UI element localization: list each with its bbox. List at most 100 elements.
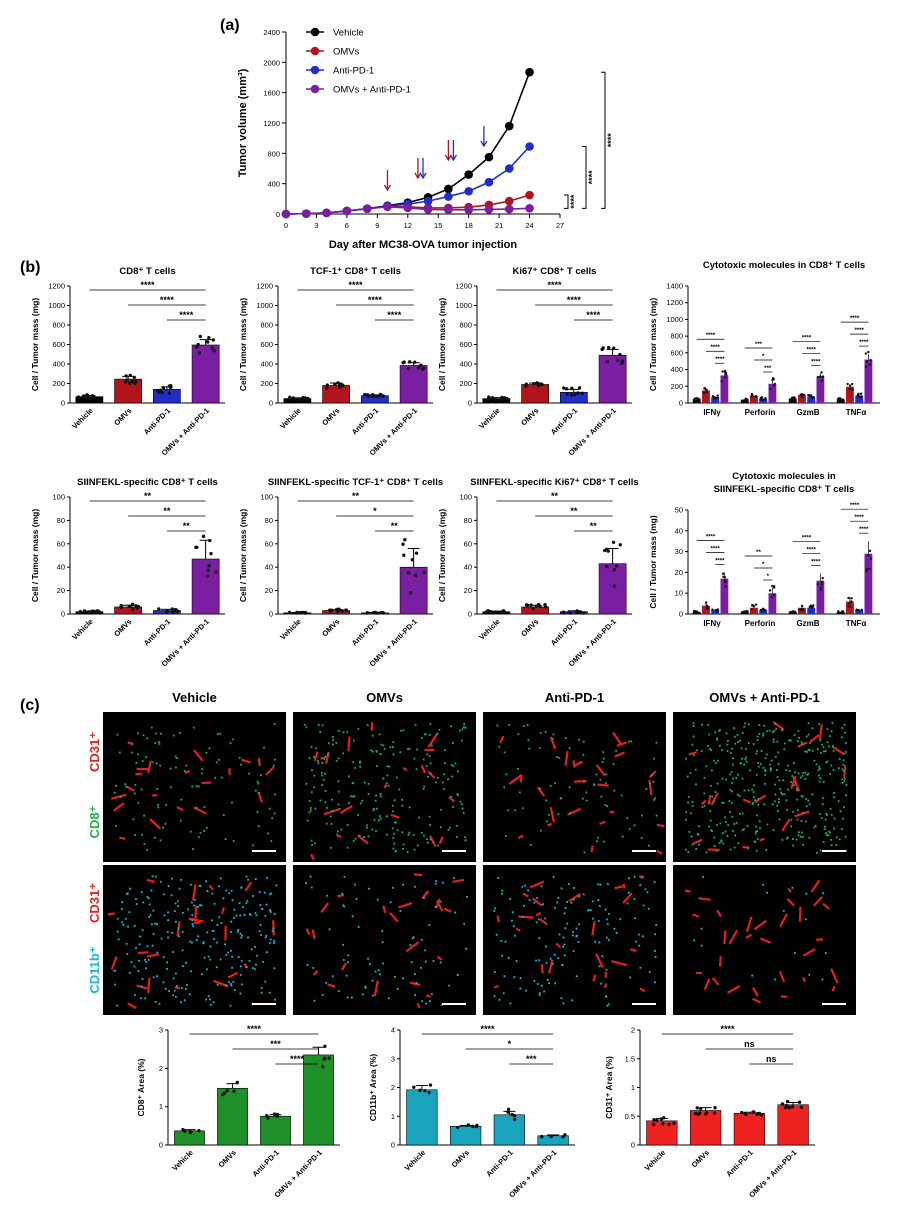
cd11b-signal [342,959,345,961]
cd11b-signal [250,948,253,951]
cd8-signal [305,782,308,785]
cd8-signal [831,722,834,724]
y-axis-label: CD8⁺ Area (%) [136,1058,146,1116]
cd11b-signal [582,893,585,896]
cd11b-signal [521,915,524,918]
cd8-signal [753,784,755,787]
cd8-signal [844,777,846,780]
cd8-signal [740,762,743,764]
cd31-signal [754,794,767,804]
cd11b-signal [805,892,808,895]
cd8-signal [736,794,739,796]
y-tick-label: 20 [675,568,683,577]
cd11b-signal [191,923,194,925]
cd31-signal [176,806,184,812]
cd8-signal [582,740,585,743]
cd11b-signal [389,901,392,903]
cd8-signal [556,756,558,758]
data-point [322,1057,326,1061]
cd8-signal [391,746,394,749]
cd8-signal [726,743,729,746]
cd8-signal [793,734,796,736]
data-point [484,177,494,187]
data-point [174,608,178,612]
cd11b-signal [391,886,394,889]
cd8-signal [392,753,395,756]
cd11b-signal [113,969,116,972]
cd8-signal [311,769,313,772]
cd8-signal [732,777,734,780]
cd8-signal [308,757,311,760]
data-point [575,609,579,613]
cd8-signal [602,757,605,760]
y-axis-label: Cell / Tumor mass (mg) [648,298,658,392]
cd8-signal [315,747,317,750]
cd8-signal [323,758,326,760]
cd11b-signal [140,891,143,894]
y-tick-label: 60 [464,539,472,548]
cd31-signal [812,895,823,907]
cd8-signal [808,748,811,751]
data-point [322,208,331,218]
cd31-signal [759,837,765,842]
data-point [525,204,534,213]
cd8-signal [720,839,723,842]
cd8-signal [780,791,782,794]
cd11b-signal [628,877,630,880]
cd11b-signal [113,983,116,986]
significance-bracket [564,194,569,209]
data-point [407,360,412,364]
significance-label: **** [859,340,869,346]
cd11b-signal [429,1000,431,1002]
data-point [869,557,873,560]
data-point [524,384,528,388]
cd8-signal [753,840,756,843]
cd8-signal [764,768,767,771]
cd8-signal [422,758,425,761]
cd8-signal [383,747,386,750]
cd11b-signal [598,965,601,968]
cd8-signal [792,762,795,764]
cd8-signal [712,759,715,762]
data-point [869,359,872,362]
cd31-signal [427,733,439,748]
cd11b-signal [152,909,155,912]
cd31-signal [438,836,444,845]
cd8-signal [391,804,394,807]
scale-bar [822,1003,846,1005]
cd8-signal [794,771,797,774]
cd11b-signal [148,903,151,906]
category-label: IFNγ [703,408,721,417]
cd8-signal [160,732,162,735]
data-point [760,396,764,399]
data-point [155,389,160,393]
cd31-signal [382,905,387,914]
y-tick-label: 600 [670,348,683,357]
category-label: Vehicle [278,617,303,642]
cd8-signal [809,742,811,744]
y-tick-label: 2 [631,1026,635,1035]
cd8-signal [786,809,789,811]
category-label: Anti-PD-1 [142,406,173,437]
cd11b-signal [575,935,578,938]
cd8-signal [175,766,177,769]
data-point [232,1089,236,1093]
y-tick-label: 0.5 [625,1112,635,1121]
cd8-signal [813,759,816,762]
cd11b-signal [415,981,418,984]
cd8-signal [747,723,750,726]
data-point [865,360,869,363]
cd31-signal [149,818,162,830]
category-label: OMVs [320,617,341,638]
cd31-signal [146,878,155,884]
legend-marker [310,46,320,56]
cd8-signal [797,730,800,732]
cd11b-signal [571,934,574,937]
data-point [799,1105,804,1110]
cd11b-signal [821,892,824,895]
cd8-signal [815,763,818,766]
treatment-arrow-head [383,184,392,192]
cd8-signal [769,767,772,770]
y-axis-label: CD11b⁺ Area (%) [368,1054,378,1122]
cd8-signal [763,803,766,806]
